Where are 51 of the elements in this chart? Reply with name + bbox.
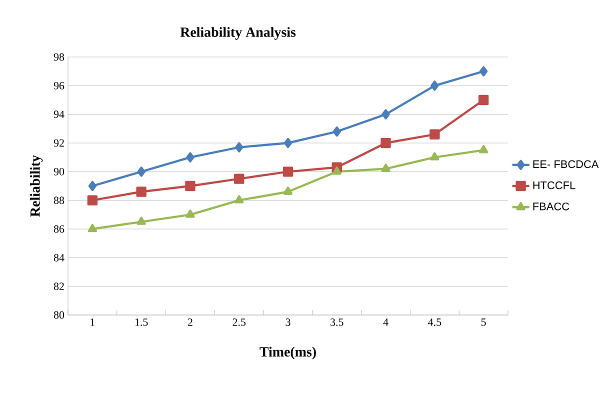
point — [88, 224, 98, 232]
y-tick-label: 86 — [54, 225, 64, 233]
legend-label: FBACC — [533, 202, 570, 210]
y-axis-title: Reliability — [30, 155, 43, 217]
x-tick-label: 1 — [90, 318, 95, 326]
point — [382, 109, 390, 120]
y-tick-label: 94 — [54, 110, 64, 118]
x-tick-label: 3 — [286, 318, 290, 326]
y-tick-label: 88 — [54, 196, 64, 204]
chart-title: Reliability Analysis — [180, 27, 296, 40]
point — [430, 80, 439, 91]
point — [478, 145, 488, 154]
point — [430, 129, 440, 140]
y-tick-label: 98 — [54, 53, 64, 61]
x-tick-label: 4 — [383, 318, 388, 326]
point — [234, 195, 244, 204]
x-tick-label: 2 — [188, 318, 192, 326]
point — [136, 216, 146, 225]
point — [234, 174, 244, 184]
point — [186, 152, 194, 162]
point — [283, 186, 293, 195]
y-tick-label: 82 — [54, 282, 64, 290]
point — [186, 210, 195, 218]
point — [430, 152, 440, 160]
y-tick-label: 92 — [54, 139, 64, 147]
y-tick-label: 90 — [54, 168, 64, 176]
x-axis-title: Time(ms) — [260, 346, 316, 360]
x-tick-label: 3.5 — [330, 318, 344, 326]
x-tick-label: 1.5 — [135, 318, 148, 326]
point — [478, 94, 489, 106]
point — [332, 126, 341, 137]
point — [235, 142, 244, 152]
legend-label: HTCCFL — [533, 181, 576, 190]
point — [185, 180, 196, 192]
point — [88, 180, 97, 192]
point — [136, 186, 146, 197]
legend-label: EE- FBCDCA — [533, 160, 599, 168]
x-tick-label: 4.5 — [428, 318, 442, 326]
point — [380, 138, 391, 148]
point — [479, 66, 488, 76]
x-tick-label: 5 — [481, 318, 486, 326]
point — [282, 166, 294, 177]
point — [332, 166, 342, 175]
y-tick-label: 96 — [54, 82, 64, 90]
y-tick-label: 80 — [54, 311, 64, 319]
point — [381, 164, 390, 172]
point — [284, 138, 292, 148]
y-tick-label: 84 — [54, 254, 64, 262]
point — [137, 166, 146, 177]
point — [87, 195, 98, 206]
x-tick-label: 2.5 — [232, 318, 246, 326]
